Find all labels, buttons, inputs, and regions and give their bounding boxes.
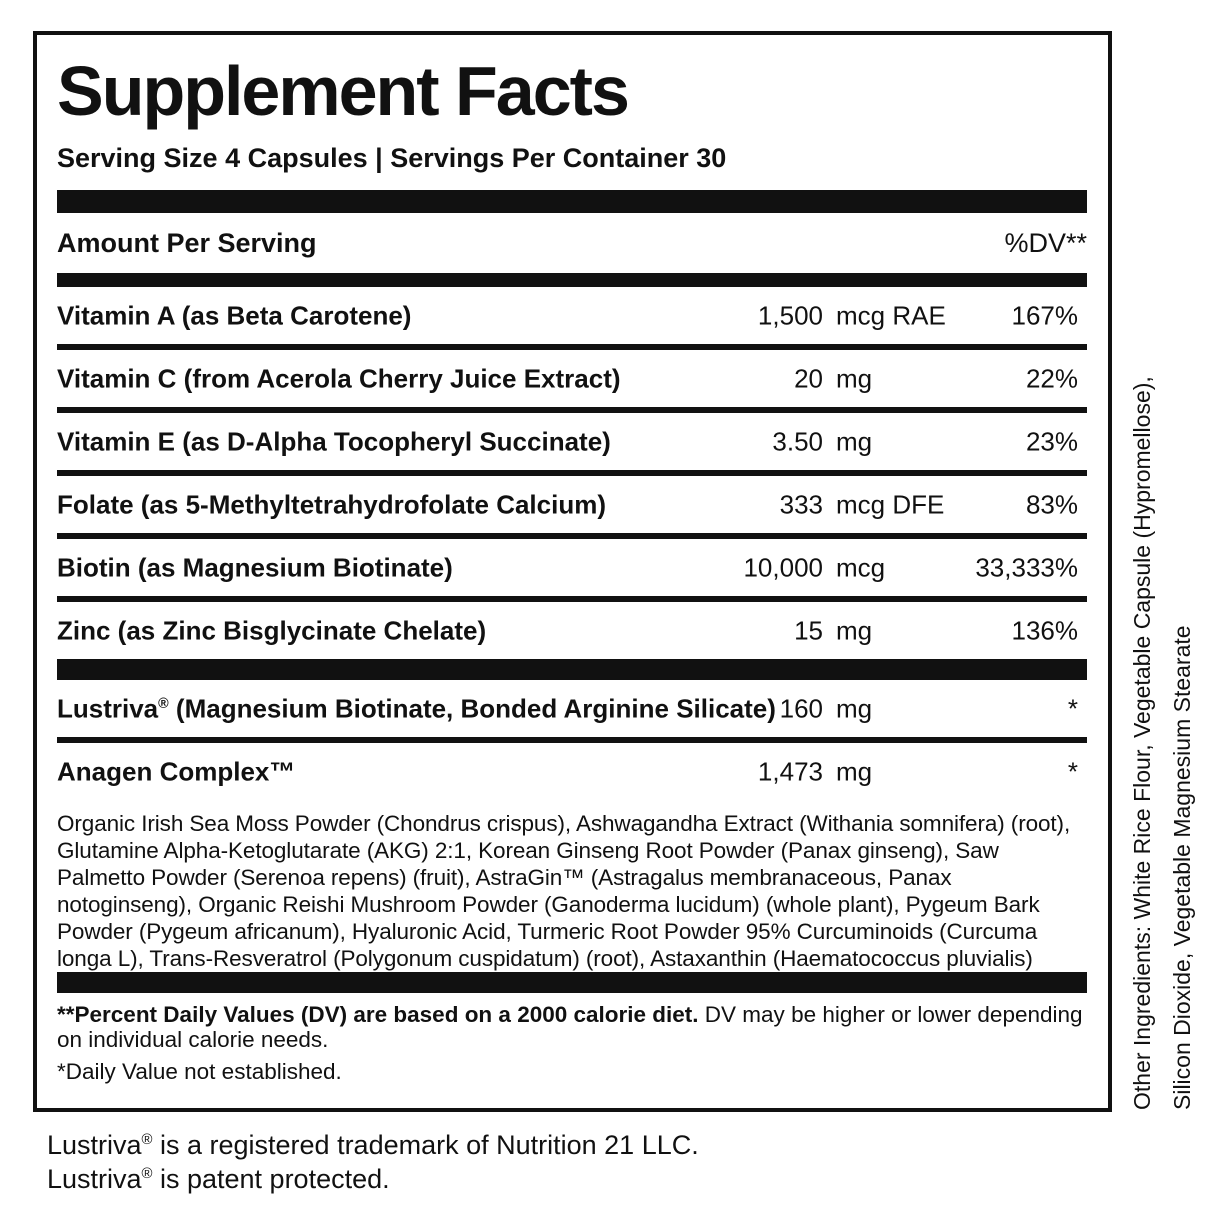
nutrient-row: Folate (as 5-Methyltetrahydrofolate Calc… [57,476,1087,539]
dv-footnote-bold: **Percent Daily Values (DV) are based on… [57,1002,699,1027]
amount-per-serving-label: Amount Per Serving [57,227,317,258]
footer-trademark-block: Lustriva® is a registered trademark of N… [47,1128,699,1196]
column-header-row: Amount Per Serving %DV** [57,213,1087,273]
nutrient-unit: mg [836,756,873,786]
supplement-facts-box: Supplement Facts Serving Size 4 Capsules… [33,31,1112,1112]
nutrient-row: Vitamin C (from Acerola Cherry Juice Ext… [57,350,1087,413]
nutrient-row: Zinc (as Zinc Bisglycinate Chelate) 15 mg 1… [57,602,1087,659]
nutrient-unit: mg [836,615,873,645]
nutrient-name: Biotin (as Magnesium Biotinate) [57,552,453,582]
footer-trademark-line: Lustriva® is a registered trademark of N… [47,1130,699,1160]
nutrient-dv: 167% [1011,300,1079,330]
footnote-not-established: *Daily Value not established. [57,1059,342,1084]
side-other-ingredients-line2: Silicon Dioxide, Vegetable Magnesium Ste… [1169,625,1195,1110]
nutrient-unit: mg [836,363,873,393]
side-other-ingredients: Other Ingredients: White Rice Flour, Veg… [1122,310,1206,1110]
nutrient-name: Zinc (as Zinc Bisglycinate Chelate) [57,615,487,645]
nutrient-dv: * [1067,756,1078,786]
nutrient-row: Anagen Complex™ 1,473 mg * [57,743,1087,800]
nutrient-name: Vitamin E (as D-Alpha Tocopheryl Succina… [57,426,611,456]
nutrient-dv: 83% [1025,489,1078,519]
proprietary-rows: Lustriva® (Magnesium Biotinate, Bonded A… [57,680,1087,800]
nutrient-dv: * [1067,693,1078,723]
dv-header-label: %DV** [1004,227,1087,258]
nutrient-row: Vitamin A (as Beta Carotene) 1,500 mcg RAE… [57,287,1087,350]
nutrient-name: Lustriva® (Magnesium Biotinate, Bonded A… [57,693,776,723]
nutrient-dv: 22% [1025,363,1078,393]
nutrient-amount: 20 [794,363,823,393]
divider-thick-middle [57,659,1087,680]
nutrient-dv: 136% [1011,615,1079,645]
nutrient-amount: 15 [794,615,823,645]
nutrient-amount: 333 [779,489,823,519]
nutrient-unit: mcg [836,552,886,582]
title: Supplement Facts [57,52,630,130]
divider-medium [57,273,1087,287]
nutrient-row: Biotin (as Magnesium Biotinate) 10,000 mcg… [57,539,1087,602]
nutrient-dv: 33,333% [975,552,1078,582]
nutrient-amount: 1,500 [757,300,823,330]
footer-patent-line: Lustriva® is patent protected. [47,1164,390,1194]
nutrient-amount: 1,473 [757,756,823,786]
nutrient-unit: mg [836,426,873,456]
nutrient-row: Vitamin E (as D-Alpha Tocopheryl Succina… [57,413,1087,476]
side-other-ingredients-line1: Other Ingredients: White Rice Flour, Veg… [1129,376,1155,1110]
dv-footnote: **Percent Daily Values (DV) are based on… [57,1002,1087,1052]
ingredients-paragraph: Organic Irish Sea Moss Powder (Chondrus … [57,811,1071,971]
nutrient-amount: 10,000 [743,552,823,582]
nutrient-amount: 3.50 [772,426,823,456]
serving-size-line: Serving Size 4 Capsules | Servings Per C… [57,143,727,173]
divider-thick-top [57,190,1087,213]
nutrient-name: Vitamin C (from Acerola Cherry Juice Ext… [57,363,621,393]
nutrient-unit: mcg RAE [836,300,946,330]
nutrient-name: Vitamin A (as Beta Carotene) [57,300,412,330]
divider-thick-bottom [57,972,1087,993]
nutrient-name: Folate (as 5-Methyltetrahydrofolate Calc… [57,489,606,519]
nutrient-unit: mcg DFE [836,489,945,519]
nutrient-name: Anagen Complex™ [57,756,296,786]
nutrient-row: Lustriva® (Magnesium Biotinate, Bonded A… [57,680,1087,743]
nutrient-amount: 160 [779,693,823,723]
dv-footnote-rest: DV may be higher or lower depending on i… [57,1002,1083,1052]
nutrient-rows: Vitamin A (as Beta Carotene) 1,500 mcg RAE… [57,287,1087,659]
nutrient-dv: 23% [1025,426,1078,456]
nutrient-unit: mg [836,693,873,723]
